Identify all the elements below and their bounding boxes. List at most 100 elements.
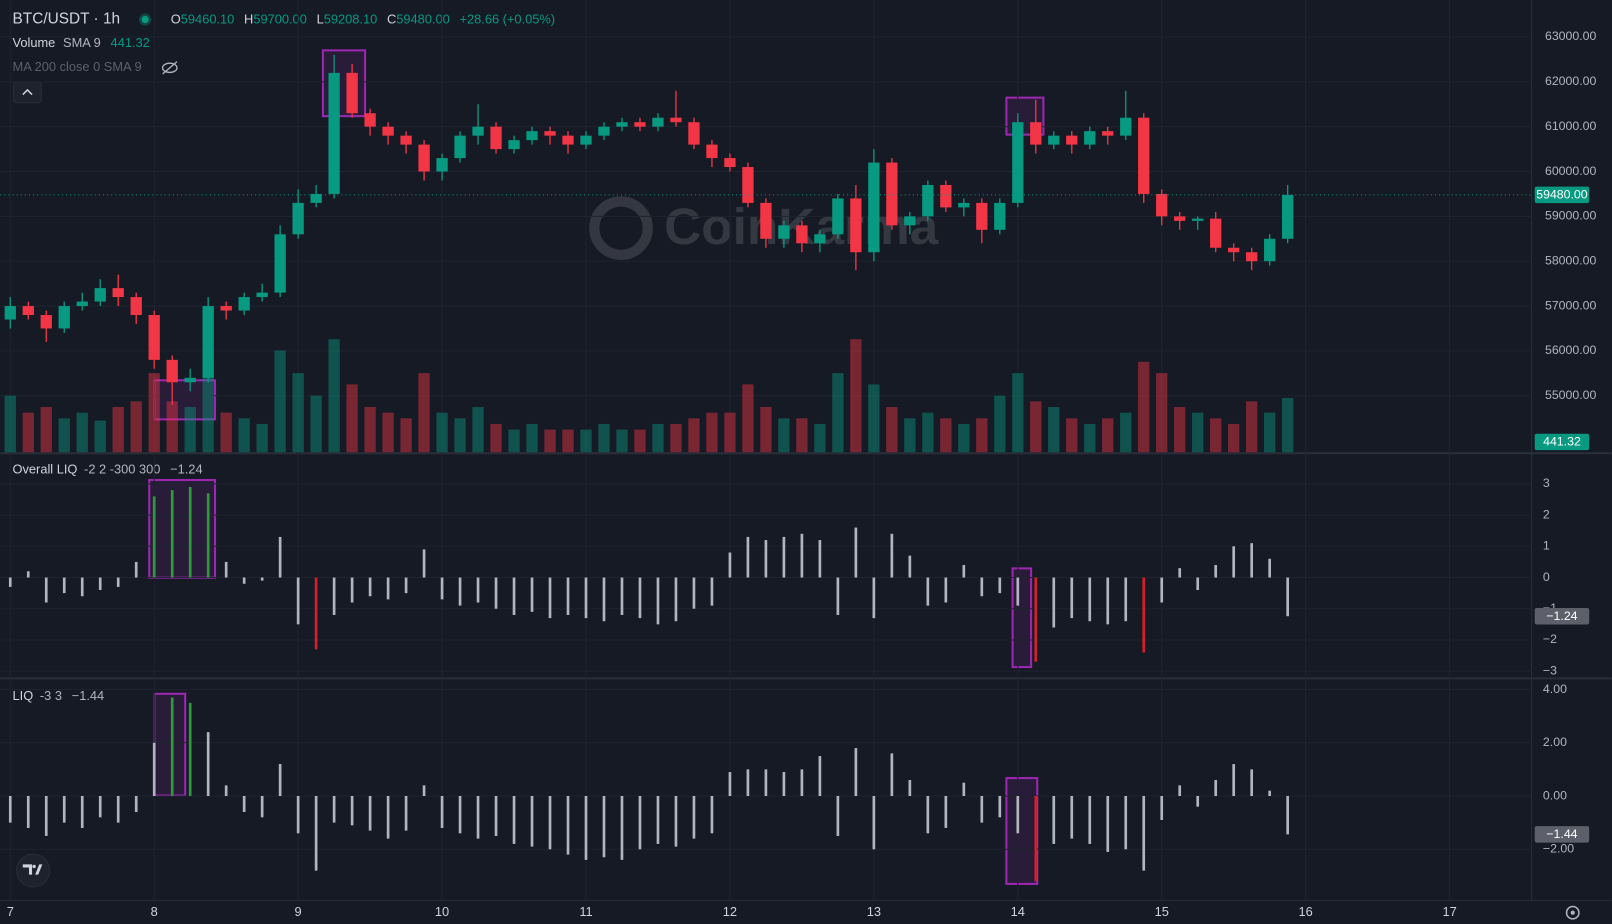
candle-body xyxy=(76,301,88,307)
settings-gear-center[interactable] xyxy=(1570,910,1575,915)
volume-bar xyxy=(1246,401,1258,453)
candle-body xyxy=(58,306,70,329)
collapse-button-bg[interactable] xyxy=(13,81,42,104)
candle-body xyxy=(634,122,646,127)
eye-icon[interactable] xyxy=(161,62,178,74)
y-tick-label: −2 xyxy=(1543,632,1557,646)
candle-body xyxy=(562,135,574,145)
candle-body xyxy=(328,72,340,194)
symbol: BTC/USDT · 1h xyxy=(13,11,121,28)
volume-bar xyxy=(22,412,34,453)
volume-bar xyxy=(184,407,196,453)
collapse-chevron[interactable] xyxy=(22,88,33,96)
candle-body xyxy=(1138,117,1150,194)
candle-body xyxy=(220,306,232,311)
candle-body xyxy=(274,234,286,293)
volume-bar xyxy=(760,407,772,453)
volume-bar xyxy=(112,407,124,453)
indicator-legend: LIQ -3 3 −1.44 xyxy=(13,688,105,703)
y-tick-label: 2 xyxy=(1543,507,1550,521)
volume-bar xyxy=(1282,397,1294,453)
indicator-tag-bg xyxy=(1534,608,1590,625)
collapse-button[interactable] xyxy=(13,81,42,104)
candle-body xyxy=(580,135,592,145)
candle-body xyxy=(112,288,124,298)
volume-bar xyxy=(454,418,466,453)
candle-body xyxy=(688,122,700,145)
tv-logo[interactable] xyxy=(16,853,51,888)
candle-body xyxy=(526,131,538,141)
y-tick-label: 58000.00 xyxy=(1545,253,1597,267)
y-tick-label: 2.00 xyxy=(1543,735,1567,749)
volume-bar xyxy=(994,395,1006,453)
volume-bar xyxy=(1228,423,1240,453)
highlight-box xyxy=(153,692,187,797)
tv-logo-bg[interactable] xyxy=(16,853,51,888)
volume-bar xyxy=(508,429,520,453)
volume-bar xyxy=(328,339,340,453)
volume-bar xyxy=(544,429,556,453)
candle-body xyxy=(1102,131,1114,136)
ohlc-value: 59480.00 xyxy=(396,12,450,27)
volume-bar xyxy=(796,418,808,453)
candle-body xyxy=(670,117,682,123)
indicator-value: −1.24 xyxy=(170,462,202,477)
volume-bar xyxy=(958,423,970,453)
volume-bar xyxy=(364,407,376,453)
indicator-params: -2 2 -300 300 xyxy=(84,462,160,477)
highlight-box xyxy=(1005,777,1039,885)
volume-bar xyxy=(886,407,898,453)
highlight-box xyxy=(1011,567,1033,669)
candle-body xyxy=(796,225,808,244)
x-tick-label: 9 xyxy=(295,904,302,919)
histogram xyxy=(8,486,1290,662)
candle-body xyxy=(1012,122,1024,203)
x-tick-label: 10 xyxy=(435,904,449,919)
candle-body xyxy=(832,198,844,235)
ohlc-key: O xyxy=(171,12,181,27)
volume-bar xyxy=(58,418,70,453)
volume-bar xyxy=(1102,418,1114,453)
tv-logo-dot[interactable] xyxy=(32,864,36,869)
eye-slash[interactable] xyxy=(162,61,178,75)
volume-bar xyxy=(166,401,178,453)
candle-body xyxy=(1084,131,1096,145)
volume-bar xyxy=(76,412,88,453)
volume-legend: Volume SMA 9 441.32 xyxy=(13,36,150,51)
volume-value: 441.32 xyxy=(111,36,150,51)
x-tick-label: 7 xyxy=(7,904,14,919)
volume-bar xyxy=(850,339,862,453)
settings-button[interactable] xyxy=(1565,905,1580,920)
indicator-name: LIQ xyxy=(13,688,34,703)
volume-bar xyxy=(382,412,394,453)
candles xyxy=(4,54,1294,405)
volume-bar xyxy=(598,423,610,453)
volume-bar xyxy=(346,384,358,453)
hide-icon[interactable] xyxy=(161,61,178,75)
indicator-legend: Overall LIQ -2 2 -300 300 −1.24 xyxy=(13,462,203,477)
candle-body xyxy=(778,225,790,239)
volume-bar xyxy=(652,423,664,453)
volume-bar xyxy=(94,420,106,453)
candle-body xyxy=(292,202,304,235)
x-tick-label: 11 xyxy=(579,904,592,919)
settings-gear[interactable] xyxy=(1565,905,1580,920)
volume-params: SMA 9 xyxy=(63,36,101,51)
tv-logo-mark[interactable] xyxy=(22,864,43,875)
highlights xyxy=(148,49,1045,885)
y-tick-label: −3 xyxy=(1543,663,1557,677)
candle-body xyxy=(256,292,268,298)
candle-body xyxy=(472,126,484,136)
candle-body xyxy=(1030,122,1042,145)
y-tick-label: 56000.00 xyxy=(1545,343,1597,357)
candle-body xyxy=(652,117,664,127)
candle-body xyxy=(814,234,826,244)
volume-bar xyxy=(526,423,538,453)
ohlc-value: 59460.10 xyxy=(181,12,235,27)
candle-body xyxy=(1246,252,1258,262)
volume-bar xyxy=(742,384,754,453)
highlight-box xyxy=(148,478,217,579)
candle-body xyxy=(598,126,610,136)
